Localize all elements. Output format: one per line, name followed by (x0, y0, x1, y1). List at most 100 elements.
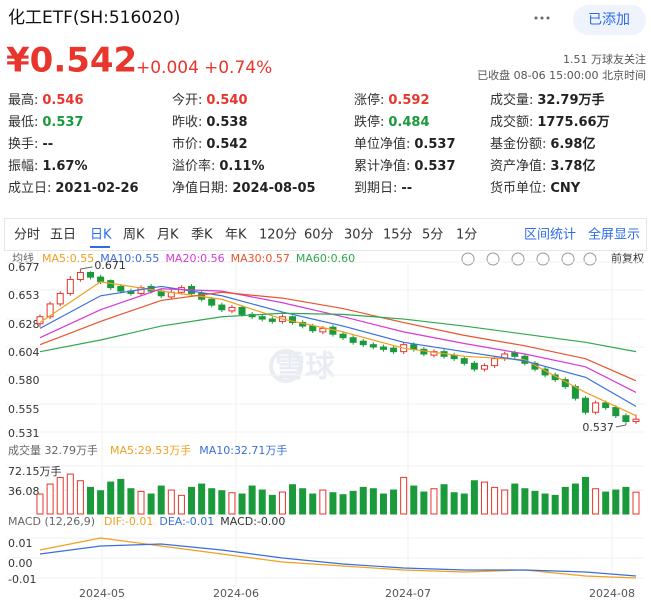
price: ¥0.542 (6, 41, 137, 81)
tab[interactable]: 5分 (422, 228, 443, 243)
volume-bar (198, 483, 206, 515)
candle-body (602, 402, 610, 409)
candle-body (289, 316, 297, 324)
price-tick-label: 0.555 (8, 403, 40, 416)
volume-legend: MA10:32.71万手 (199, 443, 287, 457)
tab[interactable]: 周K (123, 228, 145, 243)
volume-bar (480, 481, 488, 515)
chart-tool[interactable] (536, 252, 550, 266)
candle-body (390, 347, 398, 353)
volume-bar (289, 484, 297, 515)
candle-body (612, 407, 620, 417)
stat-value: 0.537 (414, 137, 455, 152)
volume-bar (541, 493, 549, 515)
volume-bar (592, 488, 600, 515)
stat: 基金份额: 6.98亿 (490, 136, 595, 152)
change-pct: +0.74% (204, 58, 272, 78)
tab[interactable]: 1分 (456, 228, 477, 243)
volume-bar (248, 485, 256, 515)
tab[interactable]: 月K (157, 228, 179, 243)
price-tick-label: 0.628 (8, 318, 40, 331)
volume-bar (127, 488, 135, 515)
candle-body (349, 337, 357, 343)
price-tick-label: 0.604 (8, 346, 40, 359)
tab[interactable]: 日K (90, 228, 112, 243)
ma-line (39, 288, 637, 393)
stat-value: 0.537 (42, 115, 83, 130)
volume-bar (66, 473, 74, 515)
macd-tick-label: 0.00 (8, 557, 33, 570)
tab[interactable]: 120分 (259, 228, 297, 243)
volume-bar (258, 489, 266, 515)
price-tick-label: 0.580 (8, 374, 40, 387)
legend-entry: MA60:0.60 (296, 252, 355, 265)
volume-bar (561, 486, 569, 515)
volume-bar (410, 485, 418, 515)
macd-legend: DIF:-0.01 (104, 515, 153, 528)
stat-label: 涨停: (354, 92, 384, 108)
stat: 资产净值: 3.78亿 (490, 158, 595, 174)
stat-label: 成交额: (490, 114, 533, 130)
volume-bar (390, 489, 398, 515)
volume-bar (238, 493, 246, 515)
candle-body (117, 285, 125, 292)
stat-value: 3.78亿 (550, 158, 595, 174)
stat: 换手: -- (8, 137, 53, 152)
price-tick-label: 0.653 (8, 289, 40, 302)
chart-tool-ring (461, 252, 475, 266)
tab-action[interactable]: 全屏显示 (588, 227, 640, 243)
chart-tool[interactable] (511, 252, 525, 266)
chart-tool[interactable] (486, 252, 500, 266)
stat-label: 到期日: (354, 181, 397, 196)
stat-value: 0.540 (206, 93, 247, 108)
follow-button[interactable] (573, 5, 646, 35)
follow-button-label[interactable]: 已添加 (588, 12, 630, 28)
tab[interactable]: 年K (225, 228, 247, 243)
tab[interactable]: 30分 (344, 228, 374, 243)
x-tick-label: 2024-07 (385, 587, 431, 600)
volume-bar (379, 493, 387, 515)
candle-body (592, 402, 600, 413)
stat-label: 今开: (172, 92, 202, 108)
tab-action[interactable]: 区间统计 (524, 228, 576, 243)
chart-tool[interactable] (583, 252, 597, 266)
volume-bar (329, 492, 337, 515)
stat: 涨停: 0.592 (354, 92, 430, 108)
tab[interactable]: 分时 (14, 228, 40, 243)
more-icon[interactable] (534, 16, 550, 20)
tab[interactable]: 60分 (304, 228, 334, 243)
candle-body (491, 358, 499, 367)
tab[interactable]: 五日 (50, 228, 76, 243)
tab[interactable]: 季K (191, 228, 213, 243)
stat-value: 0.537 (414, 159, 455, 174)
volume-bar (349, 490, 357, 515)
stat: 跌停: 0.484 (354, 114, 430, 130)
volume-bar (299, 488, 307, 515)
x-tick-label: 2024-06 (213, 587, 259, 600)
candle-body (379, 346, 387, 350)
volume-bar (97, 490, 105, 515)
stat: 累计净值: 0.537 (354, 158, 456, 174)
candle-body (460, 358, 468, 364)
chart-tool-ring (486, 252, 500, 266)
candle-body (581, 397, 589, 413)
legend-entry: MA10:0.55 (100, 252, 159, 265)
legend-entry: MA5:0.55 (42, 252, 94, 265)
candle-body (359, 340, 367, 346)
chart-tool[interactable] (461, 252, 475, 266)
volume-bar (268, 494, 276, 515)
stat-value: -- (42, 137, 53, 152)
stat-label: 最高: (8, 92, 38, 108)
stat-value: 0.11% (219, 159, 264, 174)
stat-label: 昨收: (172, 115, 202, 130)
volume-bar (581, 476, 589, 515)
volume-bar (369, 488, 377, 515)
adjust-mode[interactable]: 前复权 (611, 251, 644, 265)
tab[interactable]: 15分 (383, 228, 413, 243)
volume-bar (339, 494, 347, 515)
chart-tool[interactable] (561, 252, 575, 266)
stat-label: 跌停: (354, 114, 384, 130)
tab-underline (90, 246, 110, 248)
candle-body (66, 278, 74, 294)
